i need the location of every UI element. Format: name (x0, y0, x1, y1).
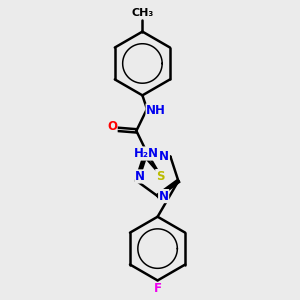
Text: S: S (156, 169, 164, 183)
Text: CH₃: CH₃ (131, 8, 154, 18)
Text: N: N (135, 170, 145, 183)
Text: N: N (159, 150, 170, 163)
Text: N: N (159, 190, 169, 202)
Text: NH: NH (146, 104, 166, 117)
Text: O: O (107, 120, 117, 134)
Text: H₂N: H₂N (134, 147, 159, 160)
Text: F: F (154, 283, 162, 296)
